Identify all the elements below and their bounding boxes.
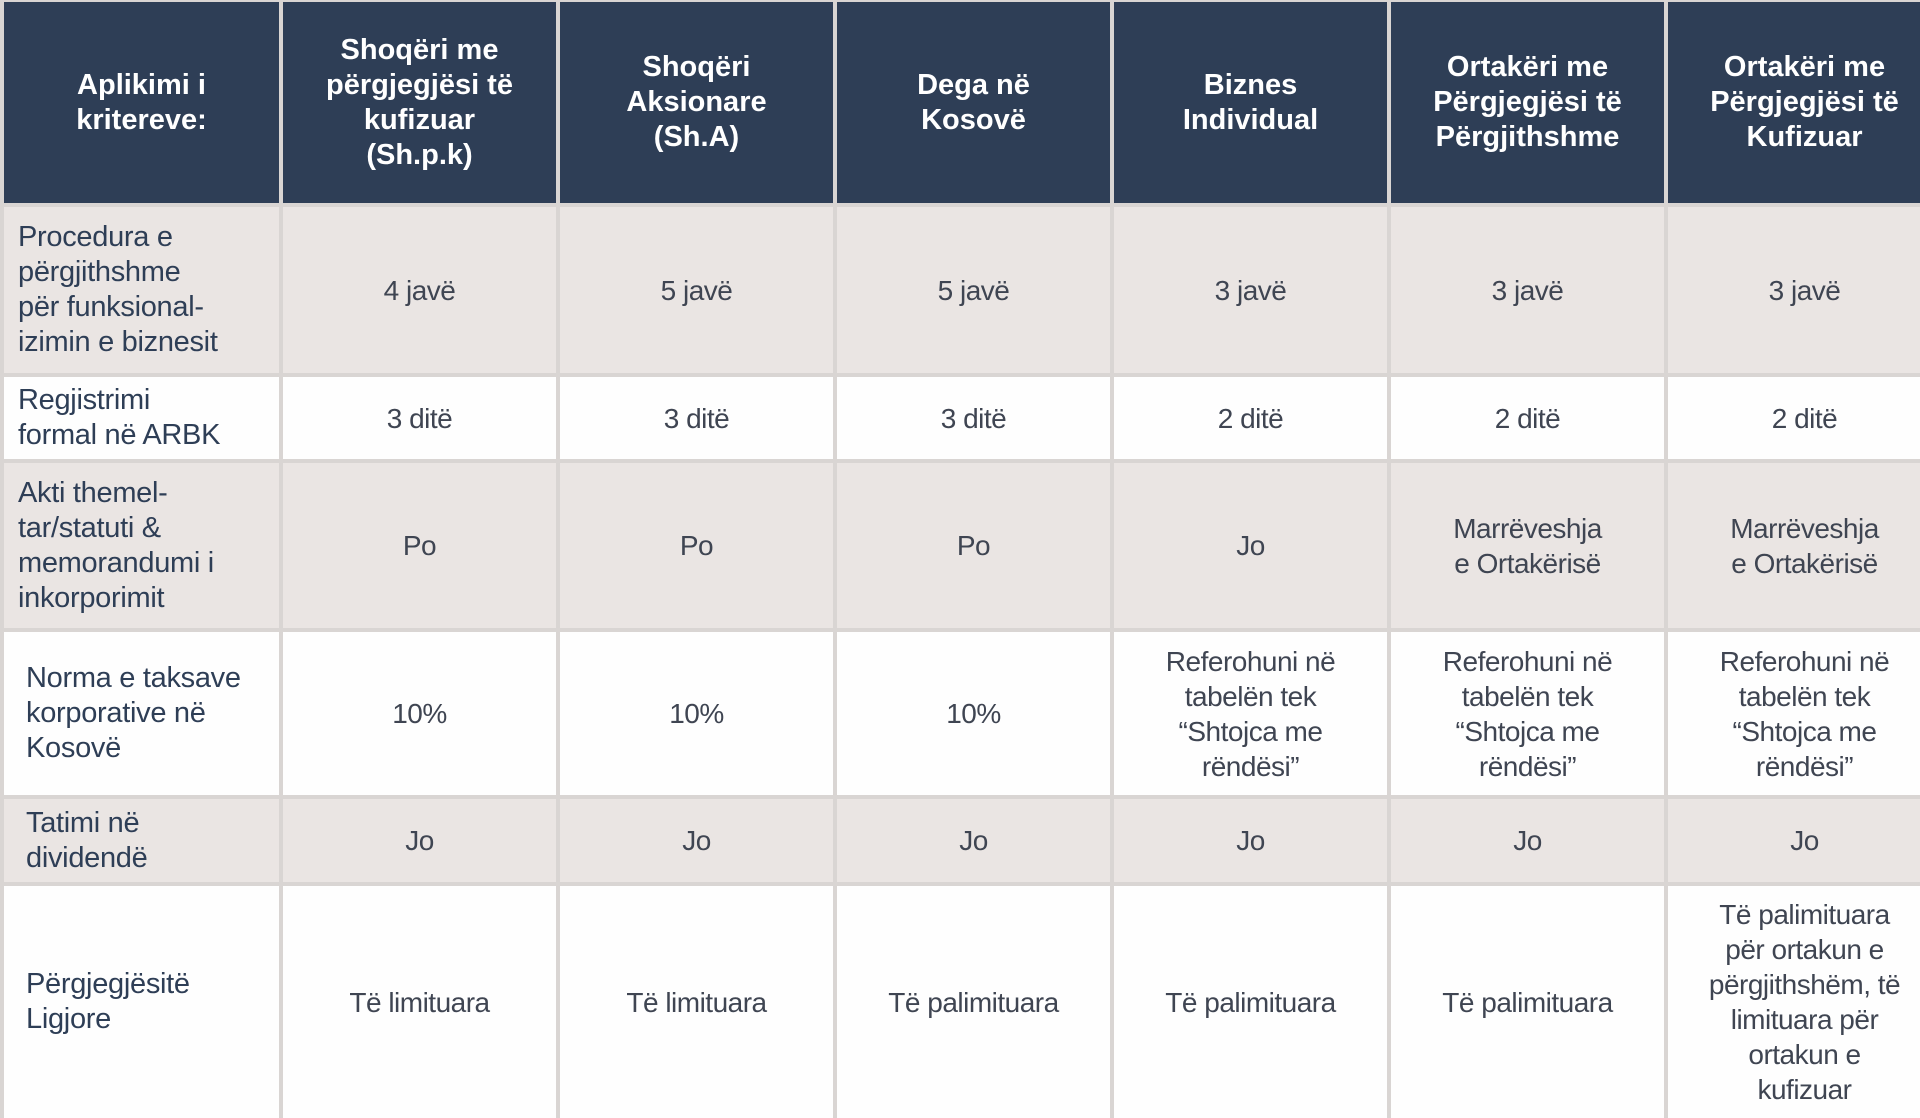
table-cell: Po: [837, 463, 1110, 628]
row-label-regjistrimi: Regjistrimi formal në ARBK: [4, 377, 279, 459]
table-cell: Jo: [1668, 799, 1920, 882]
table-cell: 10%: [837, 632, 1110, 795]
table-cell: Jo: [1114, 463, 1387, 628]
table-cell: 4 javë: [283, 207, 556, 373]
row-label-tatimi-dividende: Tatimi në dividendë: [4, 799, 279, 882]
header-dega: Dega në Kosovë: [837, 2, 1110, 203]
header-criteria: Aplikimi i kritereve:: [4, 2, 279, 203]
table-cell: Jo: [837, 799, 1110, 882]
table-cell: Të palimituara: [1114, 886, 1387, 1118]
row-label-pergjegjesite-ligjore: Përgjegjësitë Ligjore: [4, 886, 279, 1118]
table-cell: Jo: [283, 799, 556, 882]
table-cell: 3 javë: [1668, 207, 1920, 373]
table-cell: Të palimituara: [1391, 886, 1664, 1118]
table-cell: 3 ditë: [837, 377, 1110, 459]
table-cell: 3 ditë: [283, 377, 556, 459]
row-label-norma-taksave: Norma e taksave korporative në Kosovë: [4, 632, 279, 795]
table-cell: 5 javë: [837, 207, 1110, 373]
table-cell: 2 ditë: [1668, 377, 1920, 459]
table-cell: Marrëveshja e Ortakërisë: [1391, 463, 1664, 628]
table-cell: Jo: [560, 799, 833, 882]
table-cell: 3 javë: [1114, 207, 1387, 373]
table-cell: 10%: [283, 632, 556, 795]
table-cell: Jo: [1114, 799, 1387, 882]
table-cell: 10%: [560, 632, 833, 795]
table-cell: 3 javë: [1391, 207, 1664, 373]
table-cell: Referohuni në tabelën tek “Shtojca me rë…: [1391, 632, 1664, 795]
table-cell: Jo: [1391, 799, 1664, 882]
table-cell: Të palimituara për ortakun e përgjithshë…: [1668, 886, 1920, 1118]
table-cell: Të limituara: [560, 886, 833, 1118]
header-shpk: Shoqëri me përgjegjësi të kufizuar (Sh.p…: [283, 2, 556, 203]
header-sha: Shoqëri Aksionare (Sh.A): [560, 2, 833, 203]
row-label-procedura: Procedura e përgjithshme për funksional-…: [4, 207, 279, 373]
header-ortakeri-kufizuar: Ortakëri me Përgjegjësi të Kufizuar: [1668, 2, 1920, 203]
table-cell: Të palimituara: [837, 886, 1110, 1118]
header-biznes-individual: Biznes Individual: [1114, 2, 1387, 203]
header-ortakeri-pergjithshme: Ortakëri me Përgjegjësi të Përgjithshme: [1391, 2, 1664, 203]
table-cell: Të limituara: [283, 886, 556, 1118]
table-cell: 3 ditë: [560, 377, 833, 459]
table-cell: 2 ditë: [1391, 377, 1664, 459]
table-cell: Po: [560, 463, 833, 628]
table-cell: Referohuni në tabelën tek “Shtojca me rë…: [1668, 632, 1920, 795]
table-cell: 5 javë: [560, 207, 833, 373]
table-cell: Po: [283, 463, 556, 628]
row-label-akti-themeltar: Akti themel- tar/statuti & memorandumi i…: [4, 463, 279, 628]
table-cell: Referohuni në tabelën tek “Shtojca me rë…: [1114, 632, 1387, 795]
table-cell: Marrëveshja e Ortakërisë: [1668, 463, 1920, 628]
table-cell: 2 ditë: [1114, 377, 1387, 459]
